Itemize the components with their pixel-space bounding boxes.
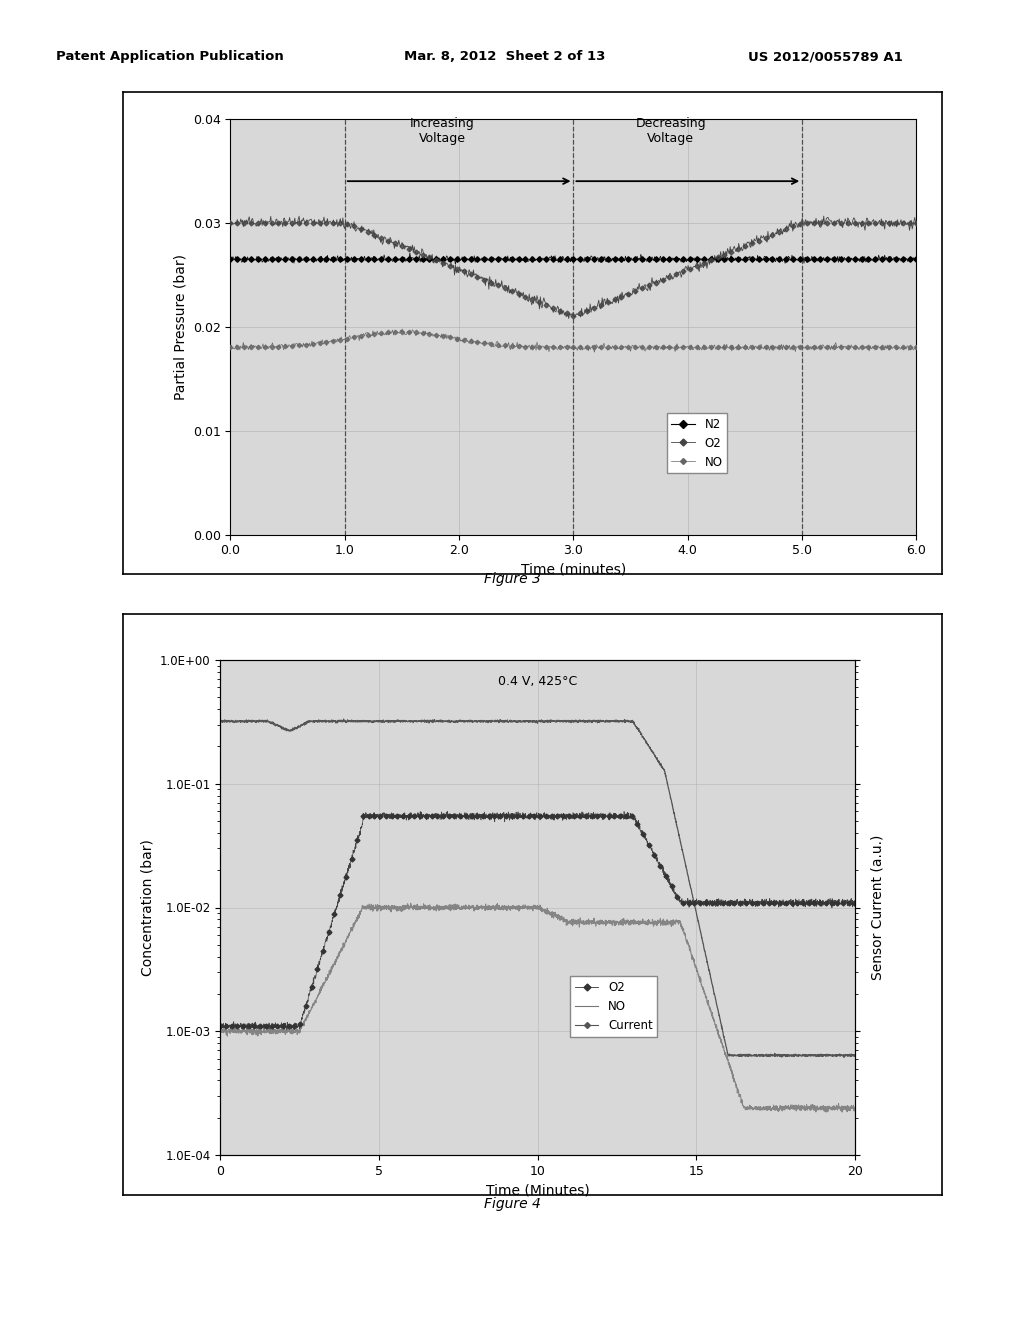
Text: US 2012/0055789 A1: US 2012/0055789 A1 (748, 50, 902, 63)
Text: Figure 4: Figure 4 (483, 1197, 541, 1210)
Text: Figure 3: Figure 3 (483, 573, 541, 586)
Legend: O2, NO, Current: O2, NO, Current (570, 977, 657, 1036)
Y-axis label: Partial Pressure (bar): Partial Pressure (bar) (173, 253, 187, 400)
Legend: N2, O2, NO: N2, O2, NO (667, 413, 727, 474)
Y-axis label: Concentration (bar): Concentration (bar) (140, 840, 155, 975)
Text: Mar. 8, 2012  Sheet 2 of 13: Mar. 8, 2012 Sheet 2 of 13 (404, 50, 606, 63)
Text: Patent Application Publication: Patent Application Publication (56, 50, 284, 63)
Y-axis label: Sensor Current (a.u.): Sensor Current (a.u.) (870, 834, 885, 981)
X-axis label: Time (minutes): Time (minutes) (521, 562, 626, 577)
Text: 0.4 V, 425°C: 0.4 V, 425°C (498, 675, 578, 688)
Text: Increasing
Voltage: Increasing Voltage (410, 116, 474, 145)
X-axis label: Time (Minutes): Time (Minutes) (485, 1183, 590, 1197)
Text: Decreasing
Voltage: Decreasing Voltage (635, 116, 706, 145)
